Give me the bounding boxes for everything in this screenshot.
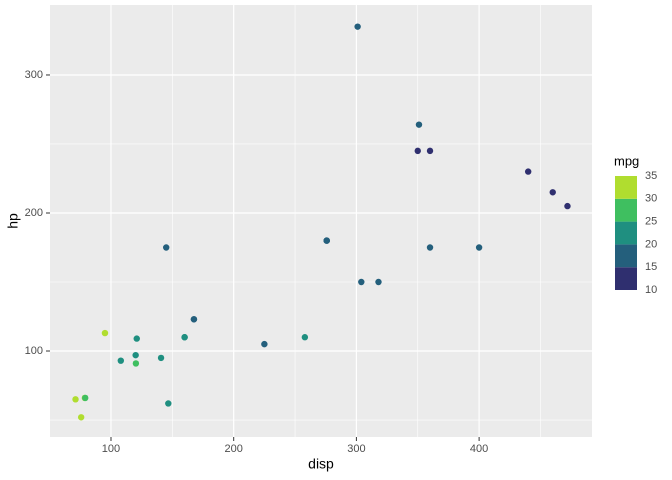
- point: [475, 244, 483, 251]
- legend-swatch: [615, 176, 637, 199]
- legend-label: 10: [645, 284, 657, 296]
- legend-swatch: [615, 244, 637, 268]
- x-axis-title: disp: [308, 456, 334, 472]
- point: [358, 278, 365, 286]
- y-tick-label: 300: [25, 69, 43, 81]
- point: [133, 335, 140, 342]
- point: [101, 329, 109, 337]
- legend-swatch: [615, 221, 637, 245]
- panel: [50, 5, 592, 437]
- x-tick-label: 300: [347, 443, 365, 455]
- point: [165, 400, 172, 407]
- point: [524, 168, 532, 175]
- point: [549, 189, 556, 196]
- point: [426, 147, 434, 155]
- legend-swatch: [615, 267, 637, 290]
- point: [77, 414, 85, 421]
- legend-title: mpg: [614, 153, 639, 168]
- legend-swatch: [615, 198, 637, 222]
- y-axis-title: hp: [5, 213, 21, 229]
- point: [190, 316, 198, 323]
- point: [72, 396, 79, 403]
- legend-label: 30: [645, 193, 657, 205]
- point: [375, 278, 382, 286]
- point: [354, 23, 361, 30]
- point: [301, 334, 309, 341]
- point: [564, 202, 571, 210]
- point: [82, 394, 89, 402]
- legend-label: 15: [645, 261, 657, 273]
- legend-label: 20: [645, 238, 657, 250]
- y-tick-label: 100: [25, 345, 43, 357]
- point: [132, 360, 140, 367]
- point: [414, 147, 421, 155]
- point: [415, 121, 423, 128]
- x-tick-label: 200: [225, 443, 243, 455]
- x-tick-label: 400: [470, 443, 488, 455]
- legend-label: 35: [645, 170, 657, 182]
- point: [117, 357, 125, 364]
- point: [132, 351, 139, 359]
- legend-label: 25: [645, 216, 657, 228]
- point: [163, 244, 170, 251]
- point: [181, 334, 188, 341]
- point: [323, 237, 330, 244]
- point: [426, 244, 434, 251]
- point: [157, 354, 165, 362]
- point: [261, 340, 268, 348]
- y-tick-label: 200: [25, 207, 43, 219]
- x-tick-label: 100: [102, 443, 120, 455]
